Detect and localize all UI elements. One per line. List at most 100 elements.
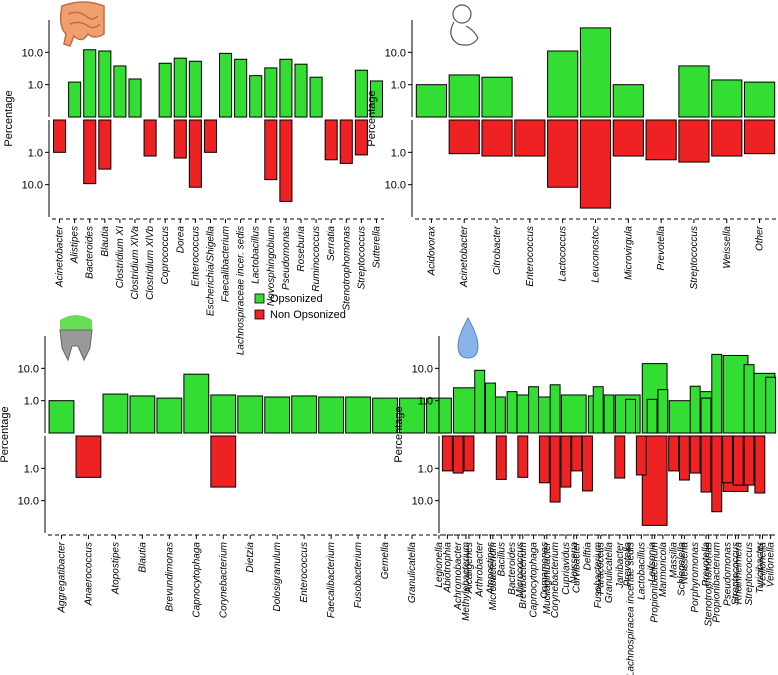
x-tick-label: Schlegelella bbox=[677, 542, 688, 596]
bar bbox=[113, 65, 127, 118]
bar bbox=[291, 395, 318, 434]
bar bbox=[711, 435, 723, 513]
x-tick-label: Rheinheimera bbox=[733, 542, 744, 605]
x-tick-label: Capnocytophaga bbox=[529, 542, 540, 618]
bar bbox=[249, 75, 263, 118]
x-tick-label: Lachnospiracea incertae sedis bbox=[626, 542, 637, 675]
legend-swatch bbox=[254, 293, 265, 304]
x-tick-label: Stenotrophomonas bbox=[341, 226, 352, 311]
bar bbox=[53, 119, 67, 153]
x-tick-label: Coprococcus bbox=[160, 226, 171, 284]
x-tick-label: Streptococcus bbox=[744, 542, 755, 605]
x-tick-label: Streptococcus bbox=[689, 226, 700, 289]
bar bbox=[743, 119, 776, 155]
bar bbox=[506, 391, 518, 434]
bar bbox=[98, 119, 112, 170]
x-tick-label: Paracoccus bbox=[596, 542, 607, 594]
y-tick-label: 1.0 bbox=[418, 463, 433, 475]
x-tick-label: Legionella bbox=[434, 542, 445, 588]
x-tick-label: Prevotella bbox=[701, 542, 712, 587]
x-tick-label: Corynebacterium bbox=[218, 542, 229, 618]
bar bbox=[657, 389, 669, 434]
x-tick-label: Blautia bbox=[100, 226, 111, 257]
x-tick-label: Marmoricola bbox=[658, 542, 669, 597]
bar bbox=[309, 76, 323, 118]
y-tick-label: 1.0 bbox=[28, 147, 43, 159]
bar bbox=[210, 394, 237, 434]
bar bbox=[571, 435, 583, 472]
bar bbox=[560, 435, 572, 488]
x-tick-label: Alistipes bbox=[70, 226, 81, 264]
bar bbox=[83, 119, 97, 185]
x-tick-label: Enterococcus bbox=[299, 542, 310, 603]
bar bbox=[668, 435, 680, 472]
bar bbox=[547, 50, 579, 118]
bar bbox=[219, 52, 233, 118]
bar bbox=[547, 119, 579, 188]
bar bbox=[345, 396, 371, 434]
x-tick-label: Porphyromonas bbox=[690, 542, 701, 613]
bar bbox=[173, 119, 187, 159]
x-tick-label: Acidovorax bbox=[426, 225, 437, 276]
x-tick-label: Atopostipes bbox=[110, 542, 121, 595]
bar bbox=[765, 376, 777, 434]
bar bbox=[549, 384, 561, 434]
x-tick-label: Microbacterium bbox=[488, 542, 499, 610]
bar bbox=[448, 119, 480, 155]
x-tick-label: Enterococcus bbox=[190, 226, 201, 287]
x-tick-label: Sutterella bbox=[371, 226, 382, 269]
x-tick-label: Prevotella bbox=[623, 542, 634, 587]
x-tick-label: Granulicatella bbox=[407, 542, 418, 604]
x-tick-label: Blautia bbox=[137, 542, 148, 573]
bar bbox=[645, 119, 677, 161]
bar bbox=[98, 50, 112, 118]
bar bbox=[354, 69, 368, 118]
y-axis-title: Percentage bbox=[393, 406, 405, 462]
bar bbox=[579, 119, 612, 209]
x-tick-label: Fusobacterium bbox=[593, 542, 604, 608]
bar bbox=[743, 435, 755, 486]
bar bbox=[264, 67, 278, 118]
bar bbox=[528, 386, 540, 434]
legend-swatch bbox=[254, 309, 265, 320]
bar bbox=[495, 435, 507, 480]
x-tick-label: Bacteroides bbox=[507, 542, 518, 595]
x-tick-label: Serratia bbox=[326, 226, 337, 261]
bar bbox=[188, 60, 202, 118]
bar bbox=[711, 353, 723, 434]
bar bbox=[678, 65, 710, 118]
x-tick-label: Streptococcus bbox=[731, 542, 742, 605]
x-tick-label: Janibacter bbox=[615, 541, 626, 589]
bar bbox=[612, 119, 644, 157]
x-tick-label: Massilia bbox=[669, 542, 680, 579]
bar bbox=[48, 400, 75, 434]
x-tick-label: Neisseria bbox=[569, 542, 580, 584]
bar bbox=[203, 119, 217, 153]
y-tick-label: 10.0 bbox=[385, 47, 406, 59]
x-tick-label: Lactobacillus bbox=[251, 226, 262, 284]
bar bbox=[612, 84, 644, 118]
water-drop-icon bbox=[457, 316, 479, 359]
bar bbox=[592, 386, 604, 434]
bar bbox=[143, 119, 157, 157]
y-axis-title: Percentage bbox=[366, 90, 378, 146]
x-tick-label: Arthrobacter bbox=[475, 541, 486, 598]
y-tick-label: 1.0 bbox=[28, 80, 43, 92]
bar bbox=[279, 58, 293, 118]
bar bbox=[158, 62, 172, 118]
x-tick-label: Clostridium XlVa bbox=[130, 226, 141, 300]
bar bbox=[560, 394, 587, 434]
x-tick-label: Gemella bbox=[380, 542, 391, 580]
x-tick-label: Curvibacter bbox=[572, 541, 583, 593]
x-tick-label: Propionibacterium bbox=[650, 542, 661, 623]
x-tick-label: Pseudomonas bbox=[281, 226, 292, 290]
bar bbox=[581, 435, 593, 492]
bar bbox=[339, 119, 353, 164]
x-tick-label: Corynebacterium bbox=[550, 542, 561, 618]
bar bbox=[128, 78, 142, 118]
bar bbox=[324, 119, 338, 161]
bar bbox=[678, 119, 710, 163]
x-tick-label: Bacillus bbox=[496, 542, 507, 576]
bar bbox=[188, 119, 202, 188]
x-tick-label: Lactococcus bbox=[558, 226, 569, 282]
